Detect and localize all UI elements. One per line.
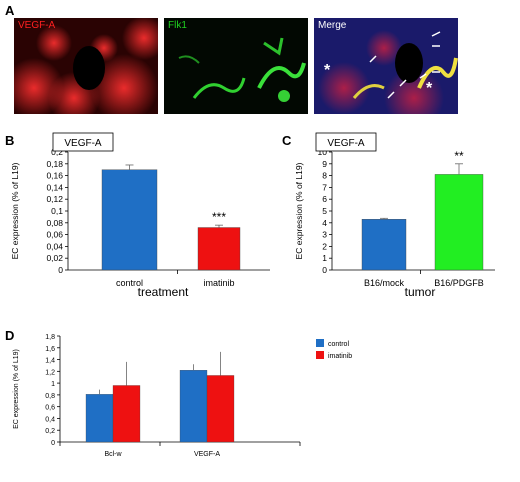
bar <box>85 394 114 443</box>
panel-letter-a: A <box>5 3 15 18</box>
x-axis-label: tumor <box>405 285 436 299</box>
x-tick-label: B16/mock <box>364 278 405 288</box>
y-tick-label: 2 <box>322 241 327 251</box>
micrograph-flk1-image <box>164 18 308 114</box>
y-tick-label: 6 <box>322 194 327 204</box>
x-tick-label: Bcl-w <box>104 451 122 458</box>
y-tick-label: 1,6 <box>45 346 55 353</box>
y-axis-label: EC expression (% of L19) <box>294 162 304 259</box>
y-tick-label: 5 <box>322 206 327 216</box>
panel-letter-d: D <box>5 328 15 343</box>
micrograph-flk1: Flk1 <box>164 18 308 114</box>
y-tick-label: 0,12 <box>46 194 63 204</box>
y-tick-label: 1 <box>51 381 55 388</box>
micrograph-label: Merge <box>318 20 347 31</box>
micrograph-label: Flk1 <box>168 20 187 31</box>
y-tick-label: 0,2 <box>51 147 63 157</box>
y-tick-label: 3 <box>322 230 327 240</box>
chart-title-box <box>315 132 377 152</box>
legend-swatch <box>316 339 324 347</box>
y-tick-label: 1,2 <box>45 369 55 376</box>
y-tick-label: 0 <box>51 440 55 447</box>
chart-title-box <box>52 132 114 152</box>
y-tick-label: 0,06 <box>46 230 63 240</box>
x-tick-label: B16/PDGFB <box>434 278 484 288</box>
y-tick-label: 8 <box>322 171 327 181</box>
y-tick-label: 0,08 <box>46 218 63 228</box>
y-tick-label: 0,16 <box>46 171 63 181</box>
y-tick-label: 0,6 <box>45 405 55 412</box>
y-tick-label: 0,14 <box>46 182 63 192</box>
chart-title: VEGF-A <box>327 138 365 149</box>
y-tick-label: 0,04 <box>46 241 63 251</box>
bar <box>112 385 141 443</box>
y-tick-label: 1 <box>322 253 327 263</box>
micrograph-vegf-a: VEGF-A <box>14 18 158 114</box>
bar <box>101 169 158 271</box>
panel-letter-c: C <box>282 133 292 148</box>
y-tick-label: 0 <box>58 265 63 275</box>
asterisk-marker: * <box>426 80 433 97</box>
y-axis-label: EC expression (% of L19) <box>13 349 20 429</box>
y-tick-label: 0,18 <box>46 159 63 169</box>
bar <box>179 370 208 443</box>
significance-label: *** <box>212 210 226 224</box>
y-tick-label: 0,2 <box>45 428 55 435</box>
y-tick-label: 0 <box>322 265 327 275</box>
legend-swatch <box>316 351 324 359</box>
asterisk-marker: * <box>324 62 331 79</box>
y-tick-label: 1,8 <box>45 334 55 341</box>
y-tick-label: 10 <box>318 147 328 157</box>
x-tick-label: imatinib <box>203 278 234 288</box>
micrograph-merge-image <box>314 18 458 114</box>
bar <box>206 375 235 443</box>
micrograph-merge: Merge * * <box>314 18 458 114</box>
y-tick-label: 7 <box>322 182 327 192</box>
chart-title: VEGF-A <box>64 138 102 149</box>
y-tick-label: 0,4 <box>45 416 55 423</box>
bar <box>434 174 484 271</box>
legend-label: control <box>328 341 349 348</box>
bar <box>197 227 241 271</box>
y-axis-label: EC expression (% of L19) <box>10 162 20 259</box>
y-tick-label: 0,8 <box>45 393 55 400</box>
y-tick-label: 9 <box>322 159 327 169</box>
legend-label: imatinib <box>328 353 352 360</box>
micrograph-vegf-a-image <box>14 18 158 114</box>
panel-letter-b: B <box>5 133 15 148</box>
y-tick-label: 0,1 <box>51 206 63 216</box>
y-tick-label: 0,02 <box>46 253 63 263</box>
x-tick-label: control <box>116 278 143 288</box>
bar <box>361 219 407 271</box>
y-tick-label: 1,4 <box>45 358 55 365</box>
significance-label: ** <box>454 149 464 163</box>
x-axis-label: treatment <box>138 285 189 299</box>
arrow-markers <box>369 31 441 99</box>
micrograph-label: VEGF-A <box>18 20 56 31</box>
y-tick-label: 4 <box>322 218 327 228</box>
x-tick-label: VEGF-A <box>194 451 220 458</box>
